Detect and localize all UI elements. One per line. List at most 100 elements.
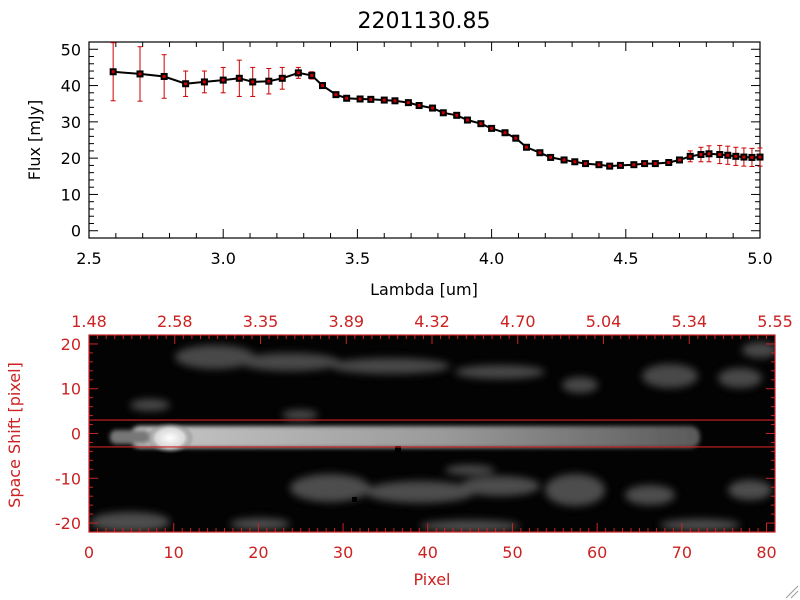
spectrum-data-point-core — [138, 72, 142, 76]
spectrum-data-point-core — [237, 76, 241, 80]
spectrum-data-point-core — [455, 113, 459, 117]
spectrum-y-tick-label: 10 — [61, 185, 81, 204]
image-y-tick-label: -10 — [55, 469, 81, 488]
spectrum-data-point-core — [707, 152, 711, 156]
spectrum-x-axis-label: Lambda [um] — [370, 280, 478, 299]
image-x-tick-label: 70 — [672, 543, 692, 562]
image-x-tick-label: 10 — [164, 543, 184, 562]
spectrum-markers — [109, 68, 764, 170]
image-x-tick-label: 80 — [756, 543, 776, 562]
spectral-image — [89, 335, 775, 532]
spectrum-x-tick-label: 5.0 — [747, 249, 772, 268]
image-y-tick-label: 10 — [61, 380, 81, 399]
spectrum-data-point-core — [393, 99, 397, 103]
spectrum-data-point-core — [417, 104, 421, 108]
spectrum-data-point-core — [699, 153, 703, 157]
spectrum-data-point-core — [524, 145, 528, 149]
spectrum-data-point-core — [296, 71, 300, 75]
spectrum-data-point-core — [280, 76, 284, 80]
spectrum-x-ticks: 2.5 3.0 3.5 4.0 4.5 5.0 — [76, 42, 773, 268]
image-y-axis-label: Space Shift [pixel] — [5, 362, 24, 508]
spectrum-data-point-core — [677, 158, 681, 162]
image-top-tick-label: 5.04 — [586, 312, 622, 331]
image-x-ticks: 0 10 20 30 40 50 60 70 80 — [84, 523, 777, 562]
spectrum-data-point-core — [490, 126, 494, 130]
spectrum-data-point-core — [202, 80, 206, 84]
spectrum-x-tick-label: 3.0 — [210, 249, 235, 268]
image-x-tick-label: 60 — [587, 543, 607, 562]
spectrum-data-point-core — [726, 153, 730, 157]
image-x-tick-label: 30 — [333, 543, 353, 562]
spectrum-data-point-core — [310, 73, 314, 77]
image-y-tick-label: 0 — [71, 425, 81, 444]
spectrum-data-point-core — [251, 80, 255, 84]
spectrum-data-point-core — [734, 154, 738, 158]
spectrum-data-point-core — [608, 164, 612, 168]
resize-grip-icon[interactable] — [785, 585, 799, 599]
image-top-tick-label: 3.35 — [243, 312, 279, 331]
spectrum-panel: 2201130.85 2.5 3.0 3.5 4.0 4.5 5.0 0 10 20 30 40 5… — [25, 9, 773, 299]
spectrum-data-point-core — [345, 96, 349, 100]
image-x-tick-label: 0 — [84, 543, 94, 562]
spectrum-data-point-core — [358, 97, 362, 101]
spectrum-data-point-core — [718, 153, 722, 157]
spectrum-x-tick-label: 3.5 — [345, 249, 370, 268]
spectrum-data-point-core — [382, 98, 386, 102]
image-top-wavelength-ticks: 1.48 2.58 3.35 3.89 4.32 4.70 5.04 5.34 5.55 — [71, 312, 793, 344]
image-x-axis-label: Pixel — [413, 570, 450, 589]
image-panel: 0 10 20 30 40 50 60 70 80 1.48 2.58 3.35 3.89 4.32 4.… — [5, 312, 793, 589]
spectrum-data-point-core — [549, 155, 553, 159]
spectrum-data-point-core — [584, 162, 588, 166]
spectrum-data-point-core — [111, 70, 115, 74]
spectrum-data-point-core — [667, 161, 671, 165]
image-top-tick-label: 2.58 — [157, 312, 193, 331]
spectrum-x-tick-label: 4.0 — [479, 249, 504, 268]
spectrum-data-point-core — [334, 93, 338, 97]
spectrum-data-point-core — [162, 74, 166, 78]
spectrum-data-point-core — [503, 131, 507, 135]
image-y-ticks: -20 -10 0 10 20 — [55, 334, 775, 533]
spectrum-data-point-core — [750, 155, 754, 159]
spectrum-plot-frame — [88, 41, 761, 239]
image-x-tick-label: 20 — [248, 543, 268, 562]
spectrum-data-point-core — [465, 118, 469, 122]
spectrum-y-tick-label: 30 — [61, 113, 81, 132]
spectrum-data-point-core — [321, 84, 325, 88]
image-x-tick-label: 40 — [418, 543, 438, 562]
spectrum-data-point-core — [479, 122, 483, 126]
spectrum-data-point-core — [441, 111, 445, 115]
image-top-tick-label: 3.89 — [328, 312, 364, 331]
spectrum-x-tick-label: 2.5 — [76, 249, 101, 268]
spectrum-data-point-core — [643, 162, 647, 166]
spectrum-title: 2201130.85 — [358, 9, 491, 34]
spectrum-y-tick-label: 0 — [71, 222, 81, 241]
spectrum-data-point-core — [267, 79, 271, 83]
image-x-tick-label: 50 — [502, 543, 522, 562]
image-top-tick-label: 4.32 — [414, 312, 450, 331]
spectrum-error-bars — [110, 42, 763, 169]
spectrum-series-line — [113, 70, 761, 168]
spectrum-data-point-core — [632, 163, 636, 167]
spectrum-data-point-core — [369, 97, 373, 101]
spectrum-data-point-core — [618, 163, 622, 167]
spectrum-data-point-core — [758, 155, 762, 159]
spectrum-data-point-core — [184, 82, 188, 86]
spectrum-data-point-core — [573, 160, 577, 164]
spectrum-data-point-core — [406, 101, 410, 105]
spectrum-y-ticks: 0 10 20 30 40 50 — [61, 40, 760, 241]
spectrum-data-point-core — [742, 155, 746, 159]
spectrum-y-tick-label: 20 — [61, 149, 81, 168]
spectrum-y-axis-label: Flux [mJy] — [25, 100, 44, 181]
spectrum-data-point-core — [221, 78, 225, 82]
image-y-tick-label: 20 — [61, 335, 81, 354]
spectrum-data-point-core — [597, 163, 601, 167]
spectrum-data-point-core — [538, 151, 542, 155]
spectrum-x-tick-label: 4.5 — [613, 249, 638, 268]
image-top-tick-label: 5.34 — [671, 312, 707, 331]
spectrum-data-point-core — [653, 162, 657, 166]
spectrum-y-tick-label: 50 — [61, 40, 81, 59]
spectrum-data-point-core — [688, 154, 692, 158]
image-top-tick-label: 4.70 — [500, 312, 536, 331]
